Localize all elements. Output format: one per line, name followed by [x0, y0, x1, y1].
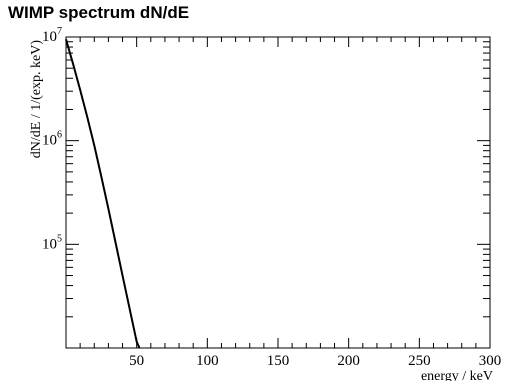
- y-tick-label: 105: [42, 233, 62, 252]
- x-tick-label: 200: [337, 353, 360, 369]
- x-tick-label: 100: [196, 353, 219, 369]
- x-axis: 50 100 150 200 250 300: [79, 37, 502, 369]
- x-tick-label: 300: [479, 353, 502, 369]
- chart-title: WIMP spectrum dN/dE: [8, 3, 190, 22]
- y-axis-label: dN/dE / 1/(exp. keV): [29, 40, 44, 159]
- series-layer: [65, 39, 141, 349]
- x-tick-label: 50: [129, 353, 144, 369]
- series-line: [65, 39, 141, 349]
- x-tick-label: 150: [267, 353, 290, 369]
- y-axis: 105 106 107: [42, 26, 490, 349]
- x-axis-label: energy / keV: [421, 369, 493, 381]
- y-tick-label: 107: [42, 26, 62, 45]
- y-tick-label: 106: [42, 130, 62, 149]
- x-tick-label: 250: [408, 353, 431, 369]
- plot-frame: [65, 36, 491, 349]
